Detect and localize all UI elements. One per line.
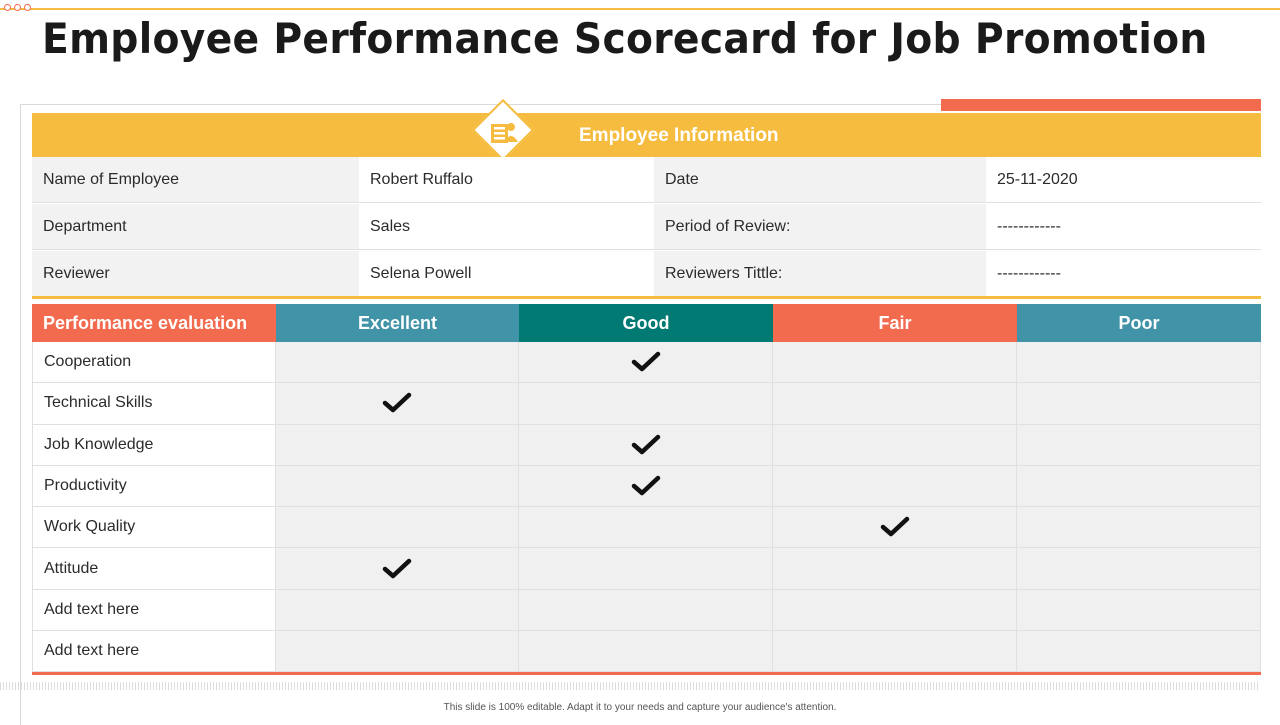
- evaluation-header-label: Performance evaluation: [32, 304, 276, 342]
- criterion-label: Add text here: [32, 631, 276, 673]
- rating-cell-fair: [773, 589, 1017, 632]
- evaluation-header-row: Performance evaluation Excellent Good Fa…: [32, 304, 1261, 342]
- info-label: Reviewers Tittle:: [654, 251, 986, 297]
- info-row: Department Sales Period of Review: -----…: [32, 204, 1261, 251]
- evaluation-body: Cooperation Technical Skills Job Knowledge…: [32, 342, 1261, 673]
- rating-header-fair: Fair: [773, 304, 1017, 342]
- employee-card-icon: [491, 123, 518, 143]
- rating-cell-excellent: [276, 342, 519, 384]
- checkmark-icon: [631, 475, 660, 496]
- rating-cell-poor: [1017, 507, 1261, 549]
- info-value: ------------: [986, 251, 1261, 297]
- rating-cell-fair: [773, 342, 1017, 384]
- info-label: Name of Employee: [32, 157, 359, 203]
- info-label: Date: [654, 157, 986, 203]
- rating-cell-good: [519, 342, 773, 384]
- evaluation-row: Job Knowledge: [32, 424, 1261, 466]
- rating-cell-poor: [1017, 548, 1261, 590]
- rating-cell-fair: [773, 465, 1017, 508]
- info-value: 25-11-2020: [986, 157, 1261, 203]
- evaluation-row: Work Quality: [32, 507, 1261, 549]
- checkmark-icon: [880, 517, 909, 537]
- rating-cell-good: [519, 589, 773, 632]
- employee-info-header: Employee Information: [32, 113, 1261, 157]
- rating-cell-poor: [1017, 342, 1261, 384]
- info-label: Reviewer: [32, 251, 359, 297]
- rating-header-good: Good: [519, 304, 773, 342]
- rating-cell-good: [519, 383, 773, 425]
- top-dots-decoration: [4, 4, 31, 11]
- criterion-label: Work Quality: [32, 507, 276, 549]
- rating-cell-fair: [773, 507, 1017, 549]
- rating-cell-excellent: [276, 589, 519, 632]
- rating-cell-fair: [773, 383, 1017, 425]
- rating-cell-good: [519, 424, 773, 466]
- rating-cell-good: [519, 507, 773, 549]
- rating-cell-good: [519, 465, 773, 508]
- rating-header-poor: Poor: [1017, 304, 1261, 342]
- footer-note: This slide is 100% editable. Adapt it to…: [443, 702, 837, 713]
- rating-cell-poor: [1017, 383, 1261, 425]
- top-rule: [0, 8, 1280, 10]
- dotted-strip: [0, 682, 1260, 690]
- info-label: Department: [32, 204, 359, 250]
- info-row: Name of Employee Robert Ruffalo Date 25-…: [32, 157, 1261, 204]
- evaluation-row: Add text here: [32, 589, 1261, 632]
- rating-cell-excellent: [276, 424, 519, 466]
- rating-cell-fair: [773, 424, 1017, 466]
- rating-cell-poor: [1017, 631, 1261, 673]
- rating-cell-poor: [1017, 589, 1261, 632]
- accent-bar: [941, 99, 1261, 111]
- rating-cell-poor: [1017, 424, 1261, 466]
- rating-cell-excellent: [276, 507, 519, 549]
- evaluation-row: Add text here: [32, 631, 1261, 673]
- criterion-label: Attitude: [32, 548, 276, 590]
- evaluation-row: Productivity: [32, 465, 1261, 508]
- employee-info-header-label: Employee Information: [579, 125, 779, 146]
- content-frame: [20, 104, 1261, 725]
- info-label: Period of Review:: [654, 204, 986, 250]
- rating-cell-fair: [773, 631, 1017, 673]
- info-separator: [32, 296, 1261, 299]
- checkmark-icon: [382, 393, 412, 413]
- criterion-label: Add text here: [32, 589, 276, 632]
- rating-cell-fair: [773, 548, 1017, 590]
- checkmark-icon: [382, 558, 412, 578]
- info-value: Robert Ruffalo: [359, 157, 654, 203]
- performance-evaluation-table: Performance evaluation Excellent Good Fa…: [32, 304, 1261, 673]
- rating-cell-good: [519, 548, 773, 590]
- checkmark-icon: [631, 351, 660, 372]
- rating-cell-excellent: [276, 548, 519, 590]
- criterion-label: Cooperation: [32, 342, 276, 384]
- rating-cell-excellent: [276, 631, 519, 673]
- evaluation-row: Technical Skills: [32, 383, 1261, 425]
- checkmark-icon: [631, 434, 660, 454]
- info-row: Reviewer Selena Powell Reviewers Tittle:…: [32, 251, 1261, 297]
- rating-header-excellent: Excellent: [276, 304, 519, 342]
- evaluation-row: Attitude: [32, 548, 1261, 590]
- criterion-label: Productivity: [32, 465, 276, 508]
- info-value: Selena Powell: [359, 251, 654, 297]
- rating-cell-excellent: [276, 465, 519, 508]
- criterion-label: Technical Skills: [32, 383, 276, 425]
- rating-cell-good: [519, 631, 773, 673]
- employee-info-table: Name of Employee Robert Ruffalo Date 25-…: [32, 157, 1261, 297]
- page-title: Employee Performance Scorecard for Job P…: [42, 14, 1208, 63]
- rating-cell-excellent: [276, 383, 519, 425]
- info-value: ------------: [986, 204, 1261, 250]
- evaluation-row: Cooperation: [32, 342, 1261, 384]
- info-value: Sales: [359, 204, 654, 250]
- rating-cell-poor: [1017, 465, 1261, 508]
- evaluation-bottom-rule: [32, 672, 1261, 675]
- criterion-label: Job Knowledge: [32, 424, 276, 466]
